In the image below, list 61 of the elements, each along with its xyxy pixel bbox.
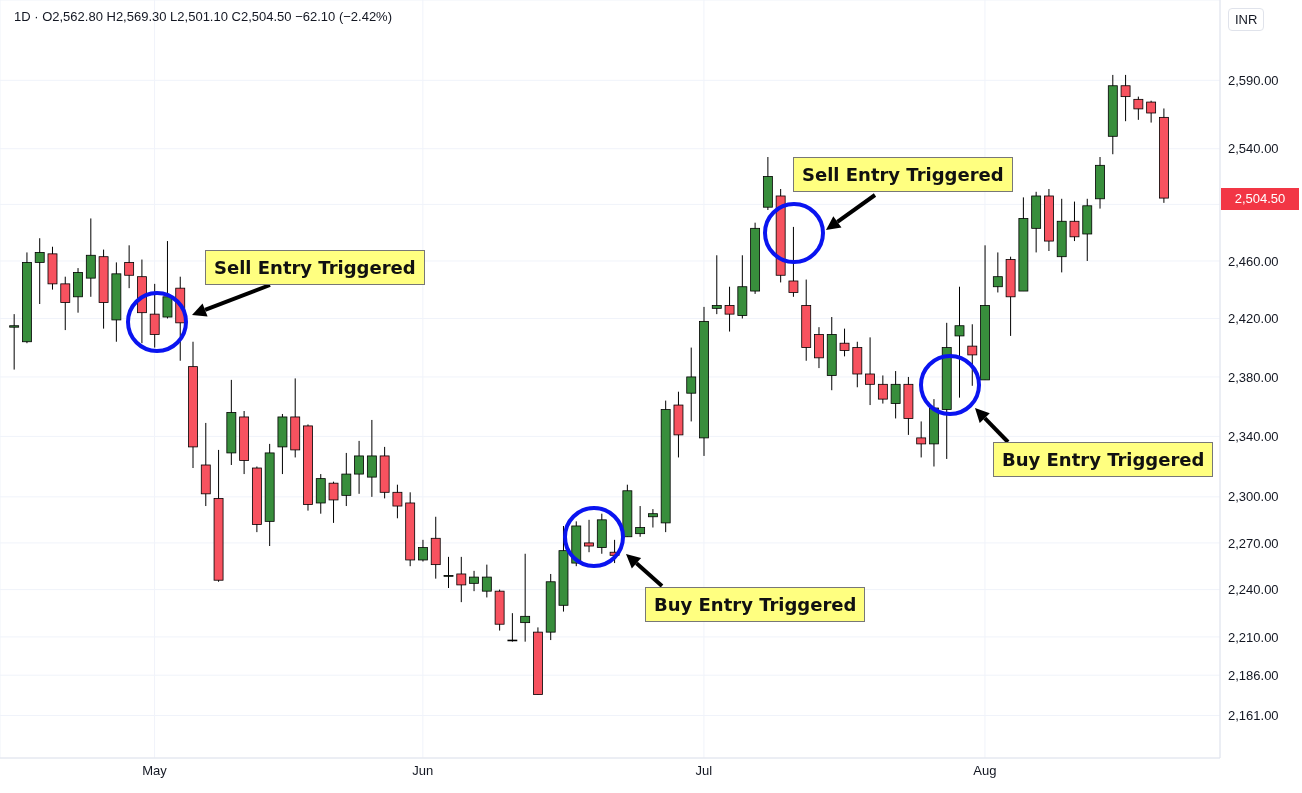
y-tick-label: 2,186.00 [1228, 667, 1279, 683]
candlestick [124, 244, 135, 289]
candlestick [507, 612, 518, 643]
y-tick-label: 2,210.00 [1228, 629, 1279, 645]
candlestick [469, 570, 479, 592]
candlestick [1133, 96, 1144, 121]
annotation: Sell Entry Triggered [793, 157, 1013, 192]
annotation: Buy Entry Triggered [993, 442, 1214, 477]
y-tick-label: 2,270.00 [1228, 535, 1279, 551]
x-tick-label: Jun [412, 763, 434, 779]
candlestick [456, 556, 467, 603]
x-tick-label: May [142, 763, 168, 779]
candlestick [724, 286, 735, 333]
y-tick-label: 2,590.00 [1228, 72, 1279, 88]
candlestick [954, 286, 965, 399]
text: 1D · O2,562.80 H2,569.30 L2,501.10 C2,504.50 −62.10 (−2.42%) [14, 9, 392, 24]
candlestick [354, 440, 364, 495]
text: 2,504.50 [1221, 188, 1299, 210]
candlestick [162, 240, 173, 319]
candlestick [865, 336, 875, 406]
candlestick [328, 481, 339, 524]
candlestick [366, 419, 377, 498]
candlestick [967, 323, 978, 387]
candlestick [686, 347, 697, 422]
candlestick [711, 254, 722, 315]
candlestick [520, 553, 531, 643]
candlestick [9, 313, 20, 371]
candlestick [877, 374, 888, 405]
candlestick [443, 556, 454, 589]
candlestick [1120, 74, 1131, 122]
candlestick [34, 237, 45, 305]
y-tick-label: 2,300.00 [1228, 489, 1279, 505]
candlestick [85, 217, 96, 298]
y-tick-label: 2,540.00 [1228, 141, 1279, 157]
candlestick [584, 519, 594, 553]
candlestick [481, 564, 492, 598]
candlestick [890, 370, 901, 419]
candlestick [60, 276, 71, 331]
candlestick [341, 452, 352, 507]
candlestick [149, 283, 160, 349]
candlestick [635, 505, 646, 538]
x-tick-label: Aug [973, 763, 997, 779]
annotation: Buy Entry Triggered [645, 587, 866, 622]
y-tick-label: 2,420.00 [1228, 311, 1279, 327]
candlestick [839, 328, 850, 357]
candlestick [1069, 201, 1080, 242]
candlestick [418, 539, 428, 563]
candlestick [992, 251, 1003, 293]
candlestick [788, 226, 799, 298]
y-tick-label: 2,340.00 [1228, 429, 1279, 445]
candlestick [916, 420, 927, 458]
y-tick-label: 2,460.00 [1228, 253, 1279, 269]
candlestick [814, 326, 824, 369]
candlestick [392, 484, 403, 519]
y-tick-label: 2,240.00 [1228, 582, 1279, 598]
x-tick-label: Jul [695, 763, 713, 779]
candlestick [648, 508, 658, 529]
y-axis-title: INR [1228, 8, 1265, 31]
y-tick-label: 2,161.00 [1228, 708, 1279, 724]
y-tick-label: 2,380.00 [1228, 369, 1279, 385]
annotation: Sell Entry Triggered [205, 250, 425, 285]
